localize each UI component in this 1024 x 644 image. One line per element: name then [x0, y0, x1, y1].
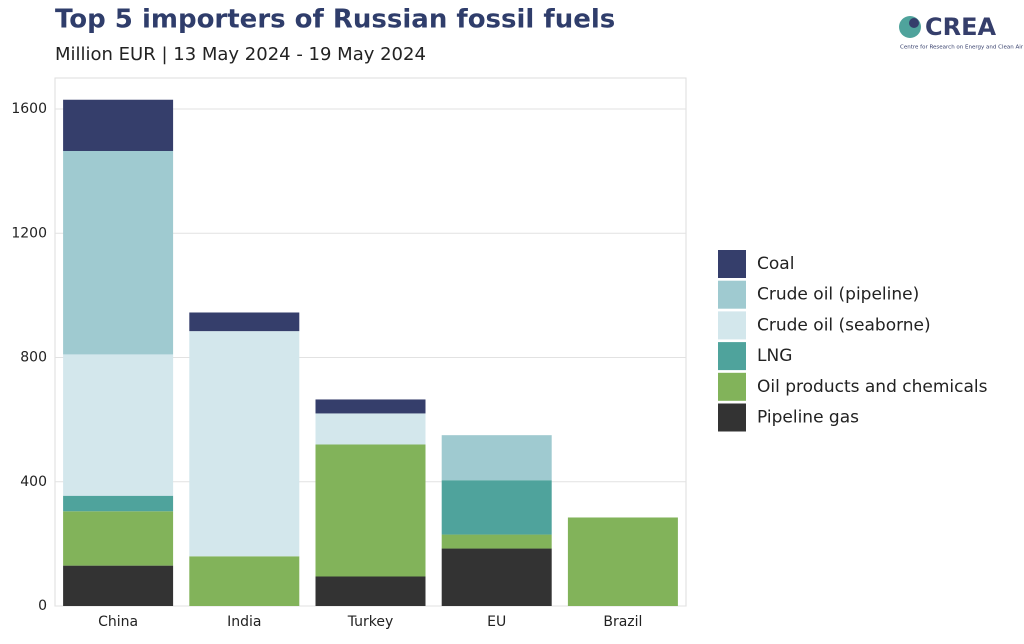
bar-segment	[189, 556, 300, 606]
y-tick-label: 0	[38, 598, 47, 614]
logo-icon	[909, 18, 919, 28]
chart-subtitle: Million EUR | 13 May 2024 - 19 May 2024	[55, 44, 426, 65]
x-tick-label: China	[98, 614, 138, 630]
bar-segment	[567, 517, 678, 606]
x-tick-label: India	[227, 614, 261, 630]
x-tick-label: Turkey	[347, 614, 394, 630]
bar-segment	[63, 495, 174, 512]
y-tick-label: 400	[20, 474, 47, 490]
bar-segment	[63, 511, 174, 566]
bar-segment	[441, 480, 552, 535]
bar-segment	[63, 99, 174, 151]
bar-segment	[63, 354, 174, 496]
bar-segment	[315, 399, 426, 414]
y-tick-label: 800	[20, 350, 47, 366]
legend-swatch	[718, 250, 746, 278]
legend-label: LNG	[757, 346, 792, 366]
legend-label: Coal	[757, 254, 794, 274]
chart-title: Top 5 importers of Russian fossil fuels	[55, 5, 615, 35]
x-tick-label: EU	[487, 614, 506, 630]
legend-label: Pipeline gas	[757, 408, 859, 428]
legend-swatch	[718, 311, 746, 340]
bar-segment	[63, 565, 174, 606]
bar-segment	[315, 576, 426, 606]
bar-segment	[315, 444, 426, 577]
logo-tagline: Centre for Research on Energy and Clean …	[900, 45, 1024, 51]
bar-segment	[315, 413, 426, 445]
legend-swatch	[718, 372, 746, 401]
bar-segment	[441, 534, 552, 549]
bar-segment	[63, 150, 174, 355]
legend-label: Oil products and chemicals	[757, 377, 988, 397]
x-tick-label: Brazil	[603, 614, 642, 630]
y-tick-label: 1600	[11, 101, 47, 117]
logo: CREA Centre for Research on Energy and C…	[899, 13, 1024, 51]
legend-swatch	[718, 280, 746, 309]
legend-swatch	[718, 342, 746, 371]
bar-segment	[189, 331, 300, 557]
bar-segment	[441, 435, 552, 481]
logo-icon	[899, 16, 921, 38]
legend-label: Crude oil (pipeline)	[757, 285, 919, 305]
logo-name: CREA	[925, 13, 996, 41]
legend-label: Crude oil (seaborne)	[757, 315, 931, 335]
y-tick-label: 1200	[11, 225, 47, 241]
bar-segment	[189, 312, 300, 332]
bar-segment	[441, 548, 552, 606]
legend-swatch	[718, 403, 746, 432]
